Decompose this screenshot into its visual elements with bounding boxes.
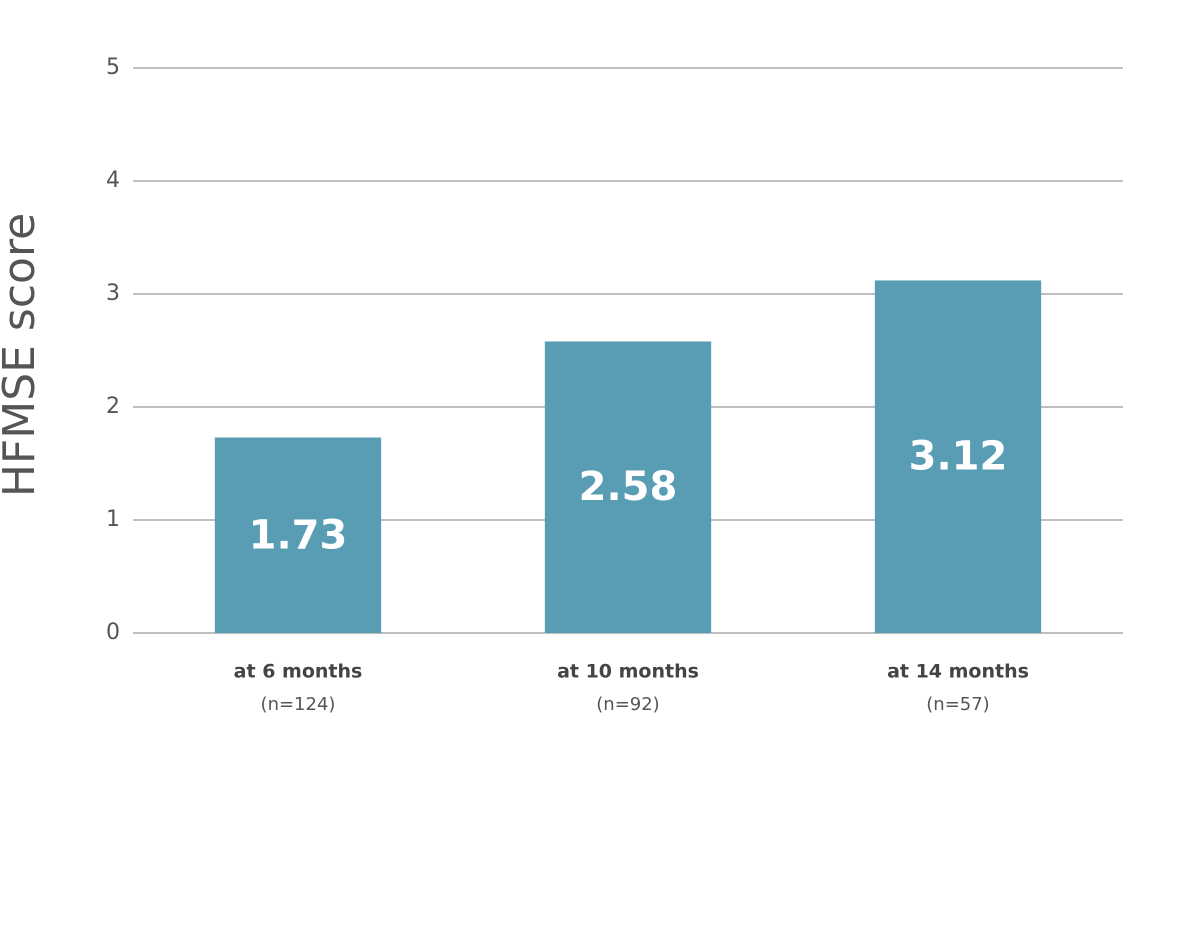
y-axis-label: HFMSE score: [0, 213, 45, 497]
y-tick-label: 0: [106, 620, 120, 645]
x-tick-note: (n=92): [596, 694, 659, 715]
x-tick-label: at 10 months: [557, 661, 699, 683]
value-label: 3.12: [909, 434, 1008, 480]
y-tick-label: 1: [106, 507, 120, 532]
bar: [544, 341, 712, 633]
x-tick-label: at 6 months: [234, 661, 363, 683]
x-tick-label: at 14 months: [887, 661, 1029, 683]
y-tick-label: 5: [106, 55, 120, 80]
value-label: 1.73: [249, 512, 348, 558]
bar: [874, 280, 1042, 633]
y-tick-label: 3: [106, 281, 120, 306]
bar: [214, 437, 382, 633]
y-tick-label: 4: [106, 168, 120, 193]
y-tick-label: 2: [106, 394, 120, 419]
value-label: 2.58: [579, 464, 678, 510]
x-tick-note: (n=124): [261, 694, 336, 715]
x-tick-note: (n=57): [926, 694, 989, 715]
